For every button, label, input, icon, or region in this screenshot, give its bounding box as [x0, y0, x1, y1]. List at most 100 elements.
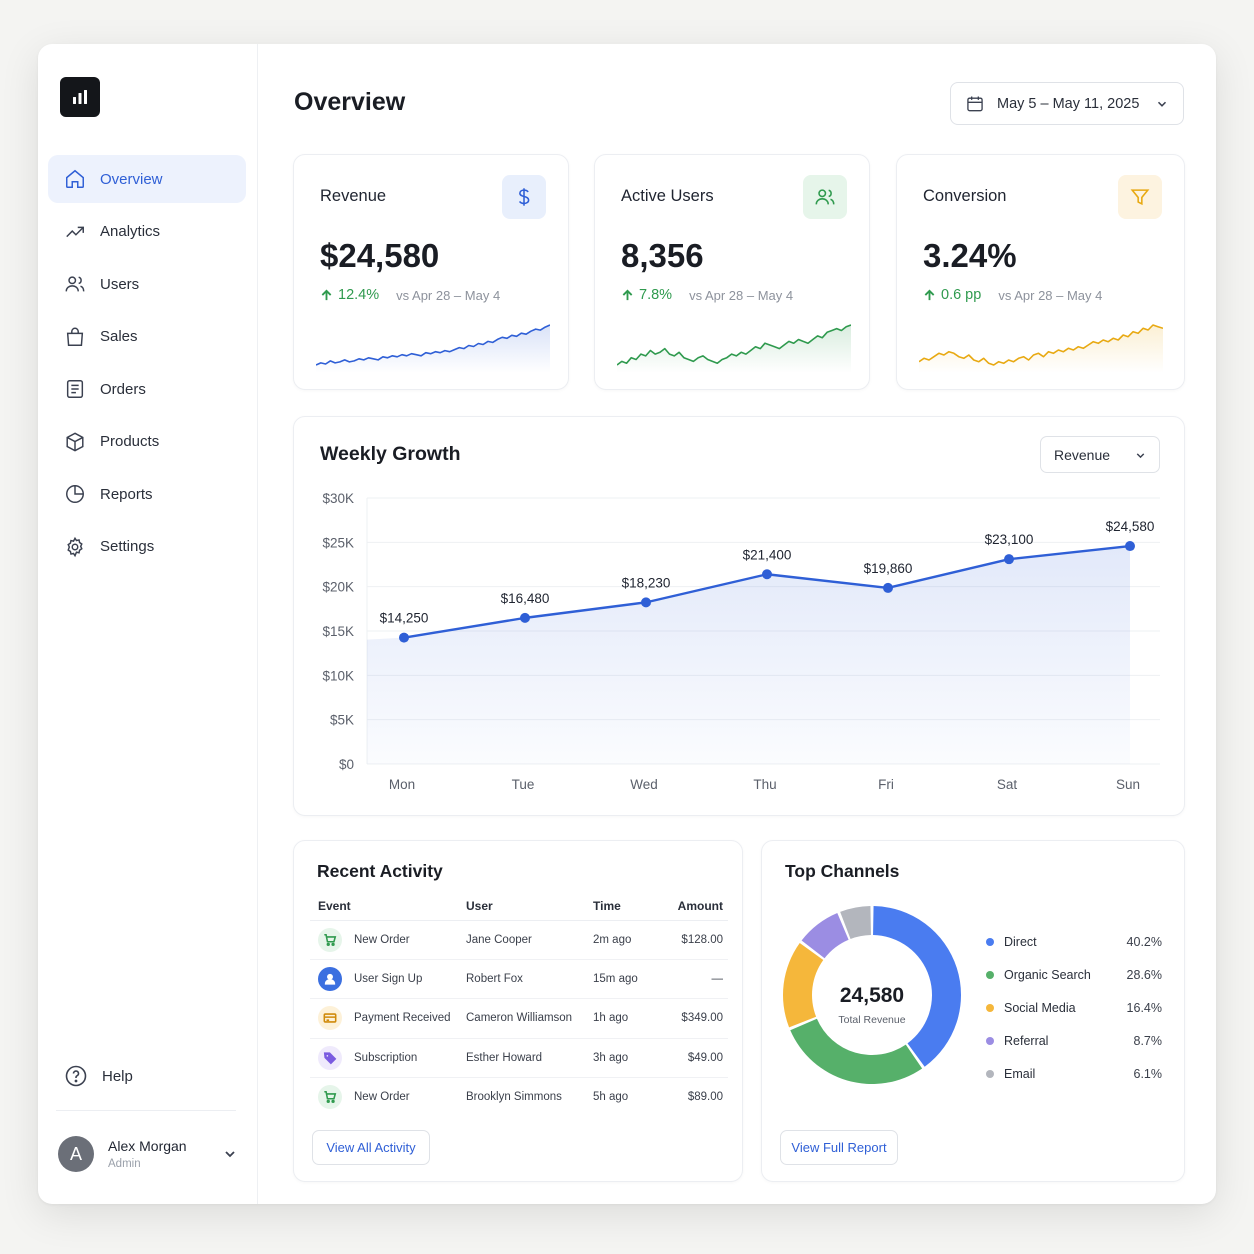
chart-title: Weekly Growth [320, 443, 461, 465]
data-point[interactable] [883, 582, 893, 593]
metric-select[interactable]: Revenue [1040, 436, 1160, 473]
legend-name: Social Media [1004, 1000, 1076, 1015]
event-amount: $349.00 [681, 1012, 723, 1025]
table-row[interactable]: New Order Brooklyn Simmons 5h ago $89.00 [310, 1078, 728, 1117]
gear-icon [67, 536, 83, 557]
table-header: Event User Time Amount [310, 891, 728, 921]
users-icon [815, 189, 835, 205]
table-row[interactable]: User Sign Up Robert Fox 15m ago — [310, 960, 728, 1000]
sidebar-item-users[interactable]: Users [48, 260, 246, 308]
sidebar-item-overview[interactable]: Overview [48, 155, 246, 203]
sidebar-item-orders[interactable]: Orders [48, 365, 246, 413]
donut-slice[interactable] [840, 906, 871, 939]
data-label: $16,480 [501, 591, 550, 606]
data-label: $24,580 [1106, 519, 1155, 534]
users-icon [65, 276, 85, 292]
event-user: Esther Howard [466, 1051, 543, 1064]
sidebar-item-label: Sales [100, 328, 138, 345]
revenue-sparkline [316, 324, 550, 373]
x-tick-label: Thu [753, 777, 776, 792]
table-row[interactable]: Payment Received Cameron Williamson 1h a… [310, 999, 728, 1039]
donut-slice[interactable] [783, 943, 824, 1028]
kpi-delta-value: 7.8% [639, 287, 673, 303]
sidebar-item-sales[interactable]: Sales [48, 313, 246, 361]
event-amount: $49.00 [687, 1051, 723, 1064]
data-point[interactable] [399, 632, 409, 643]
sidebar-item-label: Analytics [100, 223, 161, 240]
home-icon [66, 169, 84, 188]
donut-slice[interactable] [790, 1018, 923, 1084]
user-name: Alex Morgan [108, 1138, 187, 1154]
event-amount: — [711, 973, 724, 986]
data-point[interactable] [641, 597, 651, 608]
user-info: Alex Morgan Admin [108, 1138, 187, 1170]
view-full-report-button[interactable]: View Full Report [780, 1130, 898, 1165]
funnel-icon [1130, 189, 1150, 206]
view-all-activity-button[interactable]: View All Activity [312, 1130, 430, 1165]
y-tick-label: $0 [339, 757, 354, 772]
column-header-amount: Amount [677, 898, 723, 913]
legend-item: Referral 8.7% [986, 1024, 1162, 1057]
dollar-icon [518, 188, 530, 206]
avatar: A [58, 1136, 94, 1172]
data-point[interactable] [1004, 554, 1014, 565]
date-range-picker[interactable]: May 5 – May 11, 2025 [950, 82, 1184, 125]
pie-icon [66, 485, 84, 503]
sidebar-item-reports[interactable]: Reports [48, 470, 246, 518]
cart-icon [318, 928, 342, 953]
table-row[interactable]: New Order Jane Cooper 2m ago $128.00 [310, 921, 728, 961]
event-time: 5h ago [593, 1091, 629, 1104]
legend-dot [986, 937, 994, 946]
kpi-delta-value: 12.4% [338, 287, 380, 303]
y-tick-label: $20K [322, 580, 354, 595]
x-tick-label: Mon [389, 777, 415, 792]
kpi-title: Conversion [923, 187, 1007, 205]
data-point[interactable] [1125, 541, 1135, 552]
y-tick-label: $30K [322, 491, 354, 506]
donut-total-value: 24,580 [839, 984, 905, 1007]
top-channels-card: Top Channels 24,580 Total Revenue Direct… [761, 840, 1185, 1182]
sidebar-item-label: Users [100, 275, 140, 293]
help-link[interactable]: Help [64, 1064, 133, 1088]
data-label: $18,230 [622, 575, 671, 590]
app-logo[interactable] [60, 77, 100, 117]
kpi-value: $24,580 [320, 237, 440, 274]
sidebar: Overview Analytics Users Sales Orders Pr… [38, 44, 258, 1204]
legend-pct: 6.1% [1133, 1066, 1163, 1081]
donut-slice[interactable] [801, 913, 849, 959]
x-tick-label: Fri [878, 777, 894, 792]
section-title: Top Channels [785, 861, 900, 881]
y-tick-label: $15K [322, 624, 354, 639]
kpi-card-conversion: Conversion 3.24% 0.6 pp vs Apr 28 – May … [896, 154, 1185, 390]
sparkline-line [919, 324, 1163, 366]
donut-slice[interactable] [873, 906, 961, 1067]
metric-select-value: Revenue [1054, 446, 1111, 463]
event-time: 1h ago [593, 1012, 629, 1025]
bar-chart-logo-icon [73, 90, 87, 104]
card-icon [318, 1006, 342, 1031]
y-tick-label: $25K [322, 535, 354, 550]
y-tick-label: $10K [322, 668, 354, 683]
data-point[interactable] [762, 569, 772, 580]
cart-icon [318, 1085, 342, 1110]
sidebar-item-settings[interactable]: Settings [48, 523, 246, 571]
user-menu[interactable]: A Alex Morgan Admin [58, 1134, 238, 1174]
x-tick-label: Tue [512, 777, 535, 792]
kpi-title: Revenue [320, 187, 387, 205]
legend-name: Organic Search [1004, 967, 1091, 982]
sparkline-area [316, 325, 550, 373]
sidebar-item-products[interactable]: Products [48, 418, 246, 466]
legend-pct: 8.7% [1133, 1033, 1163, 1048]
trend-icon [66, 226, 84, 237]
kpi-icon-badge [803, 175, 847, 219]
x-tick-label: Wed [630, 777, 658, 792]
page-title: Overview [294, 88, 406, 116]
sidebar-item-analytics[interactable]: Analytics [48, 208, 246, 256]
event-time: 15m ago [593, 973, 638, 986]
kpi-title: Active Users [621, 187, 714, 205]
table-row[interactable]: Subscription Esther Howard 3h ago $49.00 [310, 1039, 728, 1078]
data-point[interactable] [520, 612, 530, 623]
legend-dot [986, 1003, 994, 1012]
conversion-sparkline [919, 324, 1163, 373]
event-amount: $128.00 [681, 934, 723, 947]
